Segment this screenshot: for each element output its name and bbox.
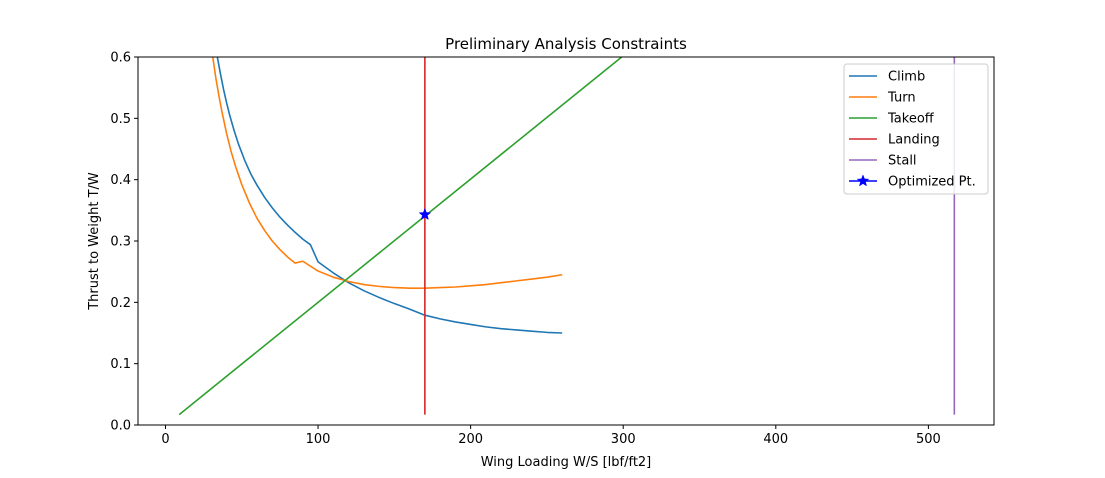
y-tick-label: 0.3 — [110, 235, 131, 250]
x-axis-ticks: 0 100 200 300 400 500 — [161, 425, 941, 447]
y-tick-label: 0.0 — [110, 419, 131, 434]
x-tick-label: 500 — [916, 432, 941, 447]
optimized-point-marker — [418, 207, 432, 221]
y-tick-label: 0.6 — [110, 51, 131, 66]
series-layer — [178, 57, 956, 416]
legend-label: Landing — [888, 133, 940, 148]
x-tick-label: 200 — [458, 432, 483, 447]
series-line-turn — [211, 57, 563, 290]
x-tick-label: 300 — [611, 432, 636, 447]
legend-label: Turn — [887, 91, 916, 106]
legend-label: Optimized Pt. — [888, 175, 976, 190]
y-tick-label: 0.5 — [110, 112, 131, 127]
x-tick-label: 0 — [161, 432, 169, 447]
y-axis-ticks: 0.0 0.1 0.2 0.3 0.4 0.5 0.6 — [110, 51, 138, 434]
y-tick-label: 0.2 — [110, 296, 131, 311]
legend-label: Climb — [888, 70, 925, 85]
y-axis-label: Thrust to Weight T/W — [87, 172, 102, 311]
x-tick-label: 400 — [763, 432, 788, 447]
marker-layer — [418, 207, 432, 221]
legend-label: Stall — [888, 154, 917, 169]
legend-star-marker — [856, 174, 870, 187]
y-tick-label: 0.4 — [110, 173, 131, 188]
legend-label: Takeoff — [887, 112, 935, 127]
chart-title: Preliminary Analysis Constraints — [445, 35, 687, 53]
legend-box — [843, 63, 989, 195]
x-tick-label: 100 — [306, 432, 331, 447]
x-axis-label: Wing Loading W/S [lbf/ft2] — [481, 455, 652, 470]
legend: Climb Turn Takeoff Landing Stall Optimized Pt… — [843, 63, 989, 195]
series-line-takeoff — [178, 57, 623, 416]
y-tick-label: 0.1 — [110, 357, 131, 372]
series-line-climb — [216, 57, 563, 334]
